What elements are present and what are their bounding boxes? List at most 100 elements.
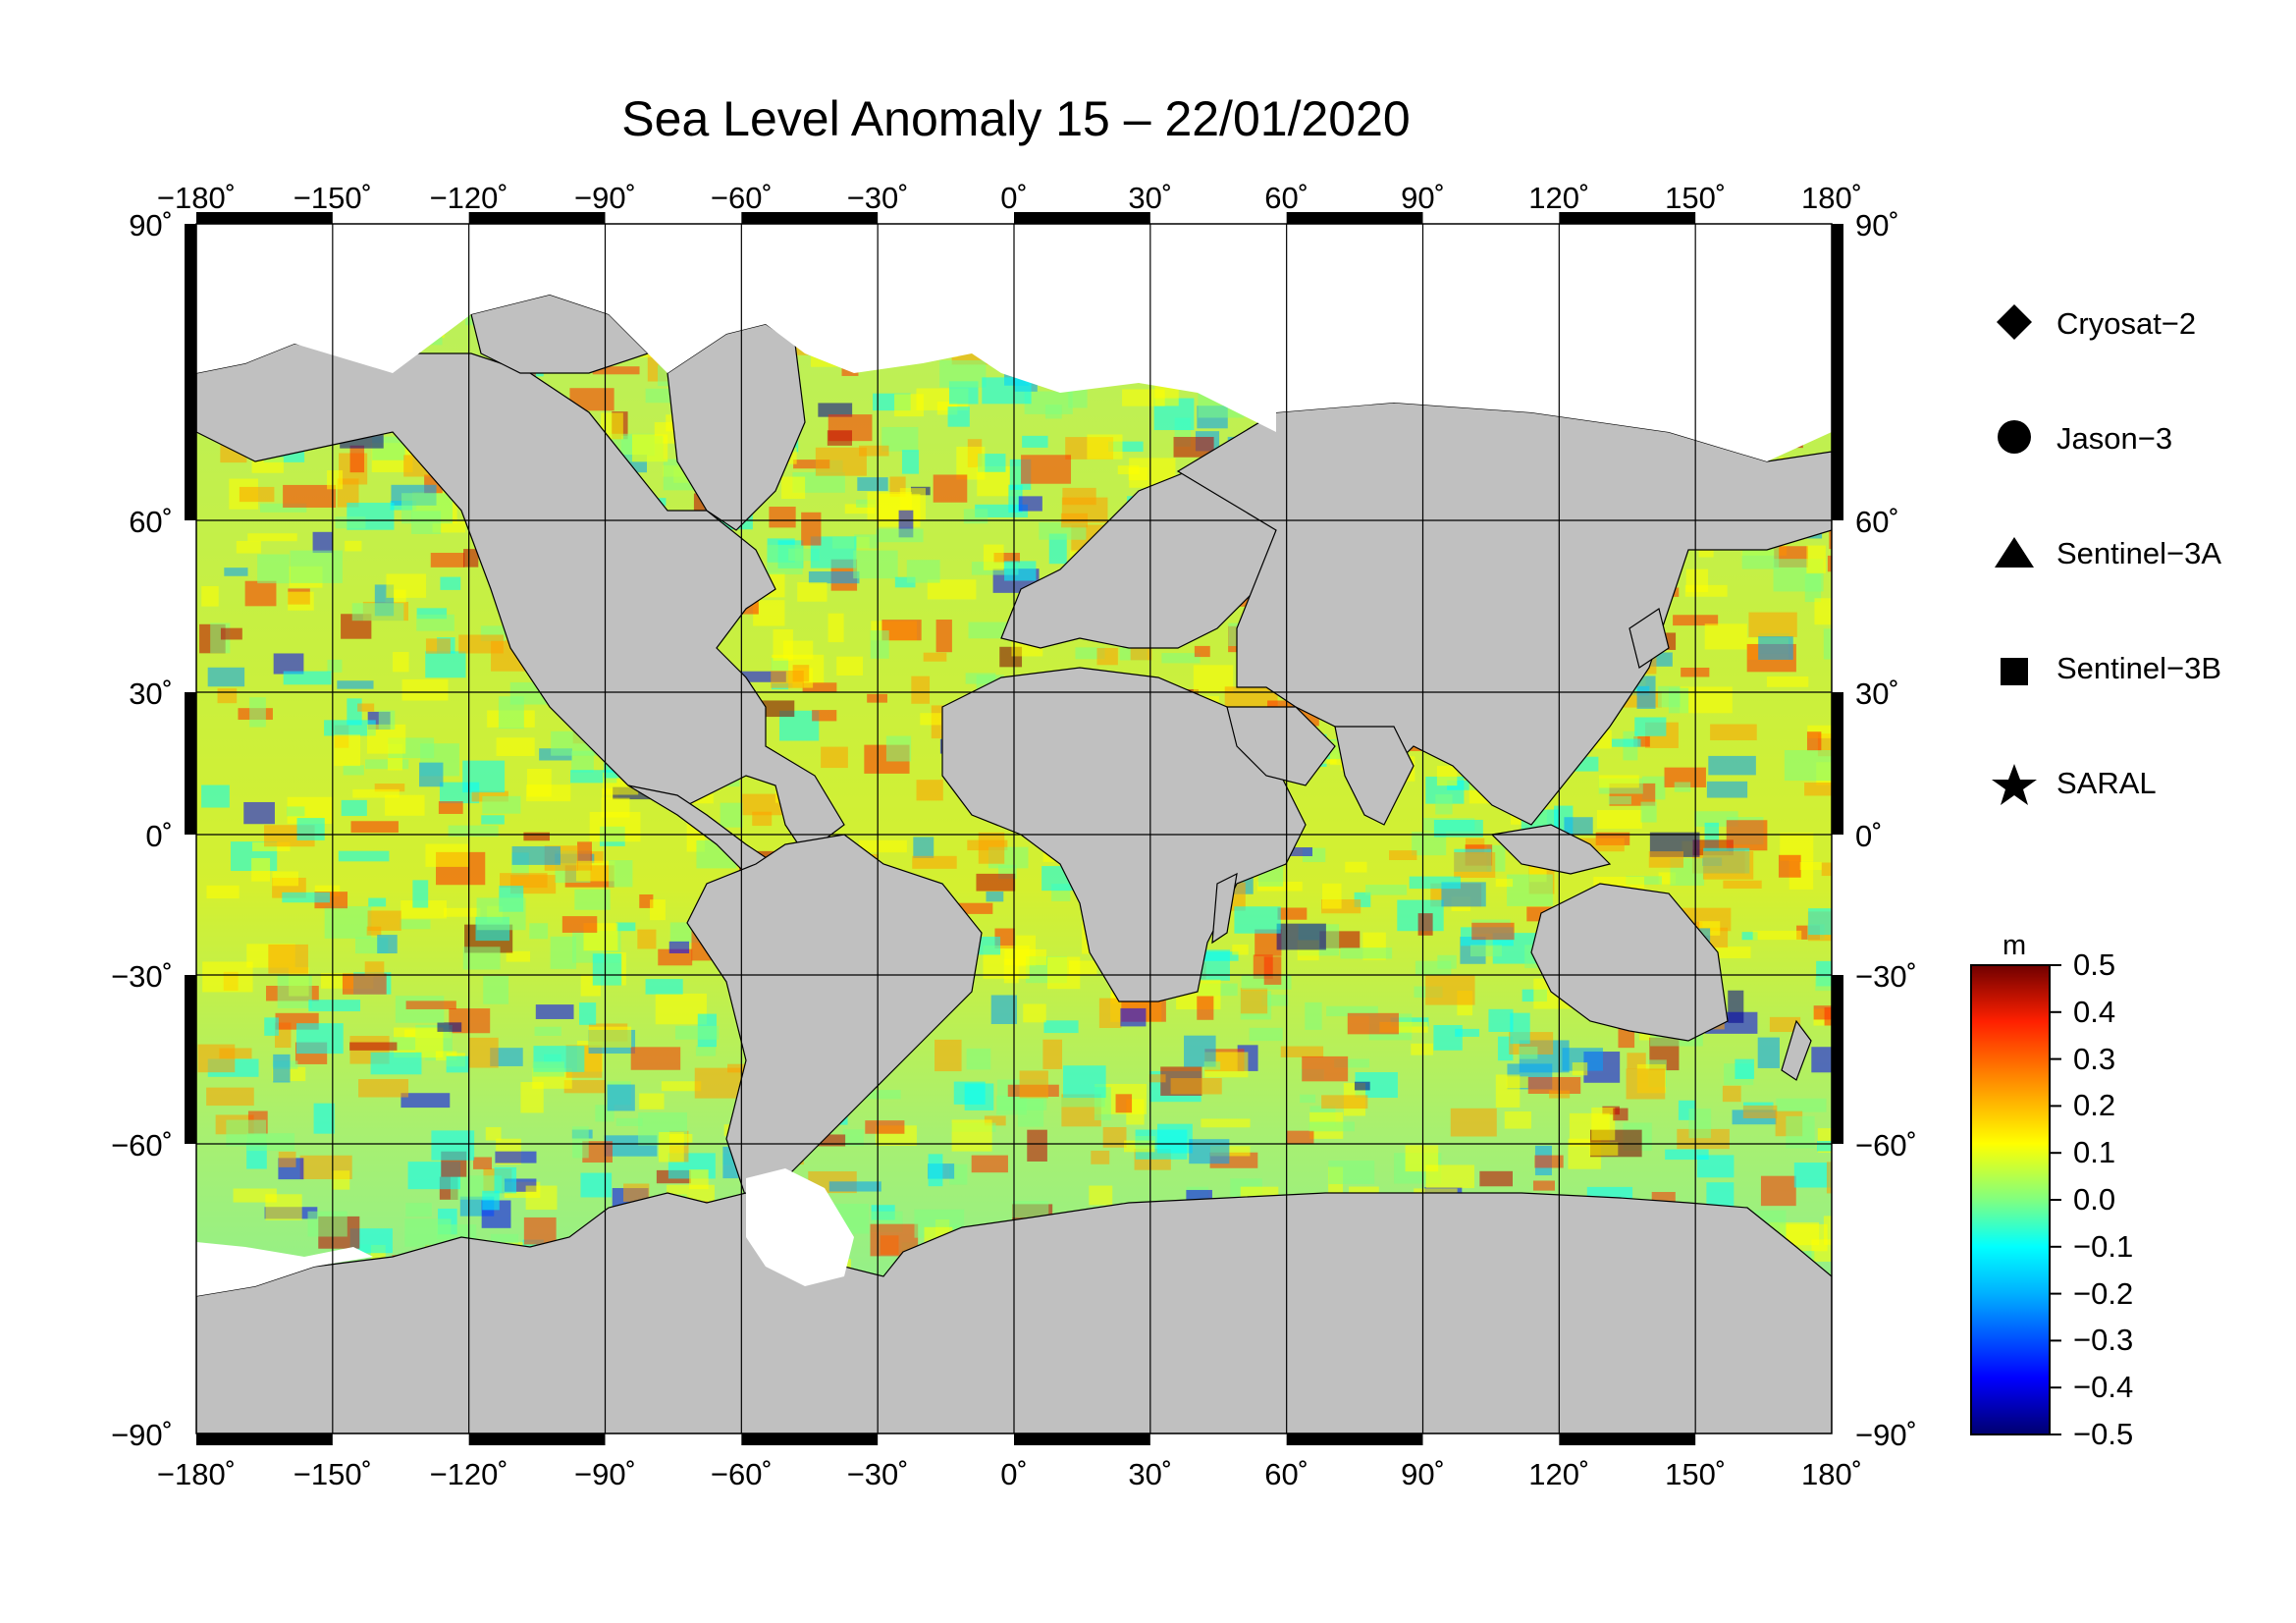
anomaly-patch <box>526 768 552 797</box>
anomaly-patch <box>327 659 343 673</box>
anomaly-patch <box>1435 794 1453 815</box>
anomaly-patch <box>1708 755 1756 776</box>
anomaly-patch <box>1814 598 1832 625</box>
anomaly-patch <box>1815 977 1832 992</box>
anomaly-patch <box>637 929 657 949</box>
anomaly-patch <box>916 780 943 801</box>
colorbar-tick-label: 0.4 <box>2073 994 2116 1029</box>
lon-tick-label: 180˚ <box>1801 181 1862 215</box>
anomaly-patch <box>1808 908 1832 936</box>
anomaly-patch <box>1425 975 1475 1005</box>
anomaly-patch <box>511 845 561 865</box>
anomaly-patch <box>260 503 307 513</box>
anomaly-patch <box>1564 817 1593 836</box>
lon-tick-label: 150˚ <box>1665 1457 1726 1491</box>
anomaly-patch <box>523 832 550 841</box>
anomaly-patch <box>968 622 1013 639</box>
anomaly-patch <box>273 653 304 675</box>
frame-bar-left <box>185 224 196 520</box>
anomaly-patch <box>243 801 275 825</box>
anomaly-patch <box>1507 874 1553 906</box>
anomaly-patch <box>495 1151 537 1163</box>
frame-bar-right <box>1832 224 1843 520</box>
anomaly-patch <box>393 652 409 673</box>
anomaly-patch <box>430 553 465 568</box>
anomaly-patch <box>435 1051 457 1061</box>
anomaly-patch <box>951 1119 992 1152</box>
lon-tick-label: −60˚ <box>711 181 773 215</box>
anomaly-patch <box>695 1045 717 1056</box>
anomaly-patch <box>401 493 453 524</box>
frame-bar-right <box>1832 692 1843 835</box>
anomaly-patch <box>1287 1130 1314 1144</box>
anomaly-patch <box>857 477 888 491</box>
anomaly-patch <box>661 1081 702 1092</box>
anomaly-patch <box>476 897 526 931</box>
anomaly-patch <box>1021 455 1072 484</box>
anomaly-patch <box>249 697 266 728</box>
anomaly-patch <box>550 936 577 969</box>
anomaly-patch <box>1748 612 1797 637</box>
anomaly-patch <box>520 1082 544 1113</box>
anomaly-patch <box>1598 775 1639 788</box>
anomaly-patch <box>437 1022 462 1032</box>
anomaly-patch <box>498 696 524 730</box>
colorbar <box>1970 964 2051 1435</box>
anomaly-patch <box>345 540 362 552</box>
anomaly-patch <box>844 504 876 514</box>
anomaly-patch <box>1697 947 1751 958</box>
anomaly-patch <box>431 1130 475 1161</box>
anomaly-patch <box>288 591 314 611</box>
anomaly-patch <box>264 1017 279 1036</box>
anomaly-patch <box>821 746 848 769</box>
anomaly-patch <box>349 1042 398 1051</box>
anomaly-patch <box>781 476 806 500</box>
colorbar-unit: m <box>2002 930 2027 961</box>
anomaly-patch <box>462 760 506 793</box>
lat-tick-label: −90˚ <box>111 1418 173 1452</box>
lon-tick-label: 60˚ <box>1264 1457 1308 1491</box>
anomaly-patch <box>808 570 860 584</box>
anomaly-patch <box>438 801 463 814</box>
anomaly-patch <box>1469 945 1502 957</box>
anomaly-patch <box>720 802 743 828</box>
legend-marker-triangle <box>1995 537 2034 568</box>
anomaly-patch <box>277 974 312 1008</box>
colorbar-tick-label: −0.4 <box>2073 1370 2134 1405</box>
anomaly-patch <box>1778 854 1801 878</box>
anomaly-patch <box>1379 1021 1428 1033</box>
anomaly-patch <box>571 750 594 773</box>
anomaly-patch <box>458 634 504 654</box>
anomaly-patch <box>1425 1164 1474 1189</box>
anomaly-patch <box>828 1181 881 1192</box>
anomaly-patch <box>615 1117 643 1126</box>
anomaly-patch <box>1027 1129 1047 1162</box>
anomaly-patch <box>574 889 611 910</box>
anomaly-patch <box>1365 885 1408 895</box>
anomaly-patch <box>913 837 934 858</box>
anomaly-patch <box>592 953 622 986</box>
anomaly-patch <box>1668 687 1689 714</box>
anomaly-patch <box>273 1054 291 1083</box>
anomaly-patch <box>1728 990 1744 1023</box>
lon-tick-label: −120˚ <box>430 1457 508 1491</box>
lon-tick-label: 0˚ <box>1000 181 1028 215</box>
anomaly-patch <box>1022 435 1048 448</box>
colorbar-tick-label: 0.5 <box>2073 947 2116 982</box>
anomaly-patch <box>815 447 867 476</box>
anomaly-patch <box>1042 1039 1063 1069</box>
anomaly-patch <box>1702 851 1754 880</box>
anomaly-patch <box>782 640 814 660</box>
legend-markers <box>1992 304 2037 805</box>
anomaly-patch <box>324 906 372 939</box>
lat-tick-label: 30˚ <box>1855 676 1899 711</box>
lon-tick-label: −90˚ <box>574 181 636 215</box>
anomaly-patch <box>1340 947 1393 959</box>
anomaly-patch <box>986 891 1004 902</box>
anomaly-patch <box>1411 1043 1434 1055</box>
anomaly-patch <box>1061 1097 1105 1108</box>
lon-tick-label: 120˚ <box>1528 1457 1589 1491</box>
lon-tick-label: 0˚ <box>1000 1457 1028 1491</box>
lat-tick-label: −30˚ <box>111 959 173 994</box>
anomaly-patch <box>405 1203 432 1217</box>
